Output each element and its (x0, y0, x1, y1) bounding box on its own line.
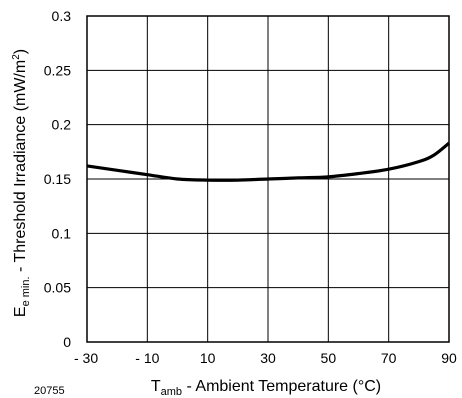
x-axis-label: Tamb - Ambient Temperature (°C) (151, 378, 381, 398)
y-tick-label: 0.05 (44, 280, 71, 296)
y-axis-label-sup: 2 (11, 54, 22, 60)
y-tick-label: 0.15 (44, 171, 71, 187)
plot-frame (86, 15, 450, 343)
x-axis-label-rest: - Ambient Temperature (°C) (182, 378, 381, 395)
y-axis-label-main: E (12, 306, 29, 317)
x-tick-label: 50 (321, 350, 337, 366)
y-tick-label: 0.1 (52, 225, 72, 241)
figure-id: 20755 (34, 385, 65, 397)
y-axis-label: Ee min. - Threshold Irradiance (mW/m2) (11, 49, 32, 317)
y-axis-label-end: ) (12, 49, 29, 54)
y-axis-label-sub: e min. (20, 276, 32, 306)
x-tick-label: 30 (260, 350, 276, 366)
series-layer (86, 141, 451, 182)
x-tick-label: 10 (200, 350, 216, 366)
y-tick-labels: 0 0.05 0.1 0.15 0.2 0.25 0.3 (44, 8, 71, 350)
threshold-irradiance-curve (86, 141, 451, 182)
x-tick-label: 70 (381, 350, 397, 366)
x-tick-label: 90 (441, 350, 457, 366)
y-tick-label: 0.25 (44, 62, 71, 78)
y-tick-label: 0 (63, 334, 71, 350)
y-tick-label: 0.2 (52, 117, 72, 133)
x-axis-label-main: T (151, 378, 161, 395)
x-tick-labels: - 30 - 10 10 30 50 70 90 (74, 350, 457, 366)
y-tick-label: 0.3 (52, 8, 72, 24)
x-axis-label-sub: amb (161, 386, 182, 398)
y-axis-label-rest: - Threshold Irradiance (mW/m (12, 60, 29, 277)
x-tick-label: - 30 (74, 350, 98, 366)
x-tick-label: - 10 (135, 350, 159, 366)
